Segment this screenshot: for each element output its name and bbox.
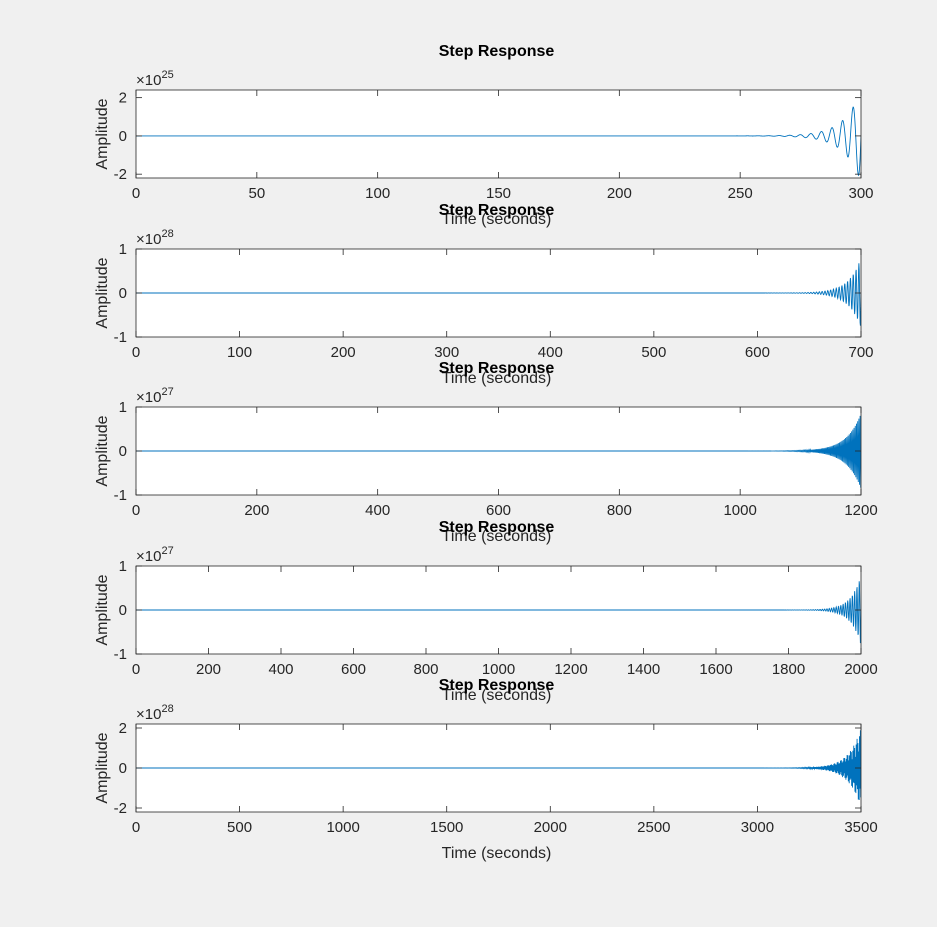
x-tick-label: 1400 bbox=[627, 661, 660, 678]
x-tick-label: 600 bbox=[341, 661, 366, 678]
x-tick-label: 150 bbox=[486, 185, 511, 202]
x-tick-label: 3000 bbox=[741, 819, 774, 836]
y-tick-label: 0 bbox=[119, 443, 127, 460]
y-exponent-label: ×1028 bbox=[136, 228, 174, 248]
subplot-3: 0 200 400 600 800 1000 1200 -1 0 1 ×1027 Step Respo… bbox=[94, 360, 878, 545]
y-tick-label: 0 bbox=[119, 128, 127, 145]
x-tick-label: 2500 bbox=[637, 819, 670, 836]
subplot-4: 0 200 400 600 800 1000 1200 1400 1600 1800 2000 -1 0… bbox=[94, 519, 878, 704]
x-tick-label: 500 bbox=[641, 344, 666, 361]
y-axis-label: Amplitude bbox=[94, 415, 111, 486]
y-exponent-power: 27 bbox=[161, 386, 173, 398]
x-tick-label: 700 bbox=[848, 344, 873, 361]
y-exponent-power: 28 bbox=[161, 228, 173, 240]
y-tick-label: 0 bbox=[119, 602, 127, 619]
y-tick-label: -2 bbox=[114, 166, 127, 183]
x-tick-label: 0 bbox=[132, 344, 140, 361]
x-axis-label: Time (seconds) bbox=[442, 528, 552, 545]
y-axis-label: Amplitude bbox=[94, 257, 111, 328]
x-tick-label: 100 bbox=[227, 344, 252, 361]
x-axis-label: Time (seconds) bbox=[442, 845, 552, 862]
x-tick-label: 1200 bbox=[554, 661, 587, 678]
x-tick-label: 300 bbox=[434, 344, 459, 361]
x-tick-label: 2000 bbox=[844, 661, 877, 678]
y-tick-label: -1 bbox=[114, 646, 127, 663]
y-tick-label: 1 bbox=[119, 399, 127, 416]
x-tick-label: 250 bbox=[728, 185, 753, 202]
y-exponent-label: ×1025 bbox=[136, 69, 174, 89]
x-tick-label: 800 bbox=[607, 502, 632, 519]
x-tick-label: 1200 bbox=[844, 502, 877, 519]
subplot-2: 0 100 200 300 400 500 600 700 -1 0 1 ×1028 Step Resp… bbox=[94, 202, 874, 387]
x-tick-label: 200 bbox=[196, 661, 221, 678]
series-line bbox=[136, 581, 861, 644]
x-tick-label: 400 bbox=[365, 502, 390, 519]
x-tick-label: 400 bbox=[268, 661, 293, 678]
x-tick-label: 800 bbox=[413, 661, 438, 678]
x-axis-label: Time (seconds) bbox=[442, 687, 552, 704]
x-tick-label: 600 bbox=[486, 502, 511, 519]
x-tick-label: 200 bbox=[607, 185, 632, 202]
y-exponent-label: ×1028 bbox=[136, 703, 174, 723]
series-line bbox=[136, 263, 861, 326]
y-tick-label: 2 bbox=[119, 90, 127, 107]
y-tick-label: -2 bbox=[114, 800, 127, 817]
x-tick-label: 0 bbox=[132, 661, 140, 678]
axes-background bbox=[136, 90, 861, 178]
x-tick-label: 3500 bbox=[844, 819, 877, 836]
y-exponent-power: 28 bbox=[161, 703, 173, 715]
y-axis-label: Amplitude bbox=[94, 732, 111, 803]
subplot-title: Step Response bbox=[439, 43, 555, 60]
x-tick-label: 1600 bbox=[699, 661, 732, 678]
y-tick-label: 0 bbox=[119, 285, 127, 302]
x-tick-label: 50 bbox=[248, 185, 265, 202]
y-tick-label: -1 bbox=[114, 487, 127, 504]
y-tick-label: 0 bbox=[119, 760, 127, 777]
y-exponent-power: 27 bbox=[161, 545, 173, 557]
y-tick-label: -1 bbox=[114, 329, 127, 346]
subplot-title: Step Response bbox=[439, 519, 555, 536]
y-tick-label: 2 bbox=[119, 720, 127, 737]
x-tick-label: 200 bbox=[244, 502, 269, 519]
x-axis-label: Time (seconds) bbox=[442, 211, 552, 228]
x-tick-label: 1500 bbox=[430, 819, 463, 836]
x-tick-label: 0 bbox=[132, 185, 140, 202]
x-tick-label: 300 bbox=[848, 185, 873, 202]
x-tick-label: 0 bbox=[132, 502, 140, 519]
x-axis-label: Time (seconds) bbox=[442, 370, 552, 387]
subplot-1: 0 50 100 150 200 250 300 -2 0 2 ×1025 Step Response… bbox=[94, 43, 874, 228]
subplot-title: Step Response bbox=[439, 677, 555, 694]
x-tick-label: 400 bbox=[538, 344, 563, 361]
x-tick-label: 0 bbox=[132, 819, 140, 836]
x-tick-label: 1800 bbox=[772, 661, 805, 678]
subplot-title: Step Response bbox=[439, 202, 555, 219]
y-axis-label: Amplitude bbox=[94, 574, 111, 645]
y-axis-label: Amplitude bbox=[94, 98, 111, 169]
series-line bbox=[136, 415, 861, 488]
x-tick-label: 1000 bbox=[723, 502, 756, 519]
y-tick-label: 1 bbox=[119, 558, 127, 575]
y-exponent-label: ×1027 bbox=[136, 545, 174, 565]
x-tick-label: 200 bbox=[331, 344, 356, 361]
series-line bbox=[136, 730, 861, 800]
x-tick-label: 500 bbox=[227, 819, 252, 836]
x-tick-label: 600 bbox=[745, 344, 770, 361]
x-tick-label: 2000 bbox=[534, 819, 567, 836]
y-exponent-label: ×1027 bbox=[136, 386, 174, 406]
y-tick-label: 1 bbox=[119, 241, 127, 258]
subplot-title: Step Response bbox=[439, 360, 555, 377]
subplot-5: 0 500 1000 1500 2000 2500 3000 3500 -2 0 2 ×1028 Ste… bbox=[94, 677, 878, 862]
series-line bbox=[136, 106, 861, 177]
x-tick-label: 1000 bbox=[482, 661, 515, 678]
y-exponent-power: 25 bbox=[161, 69, 173, 81]
x-tick-label: 1000 bbox=[326, 819, 359, 836]
x-tick-label: 100 bbox=[365, 185, 390, 202]
